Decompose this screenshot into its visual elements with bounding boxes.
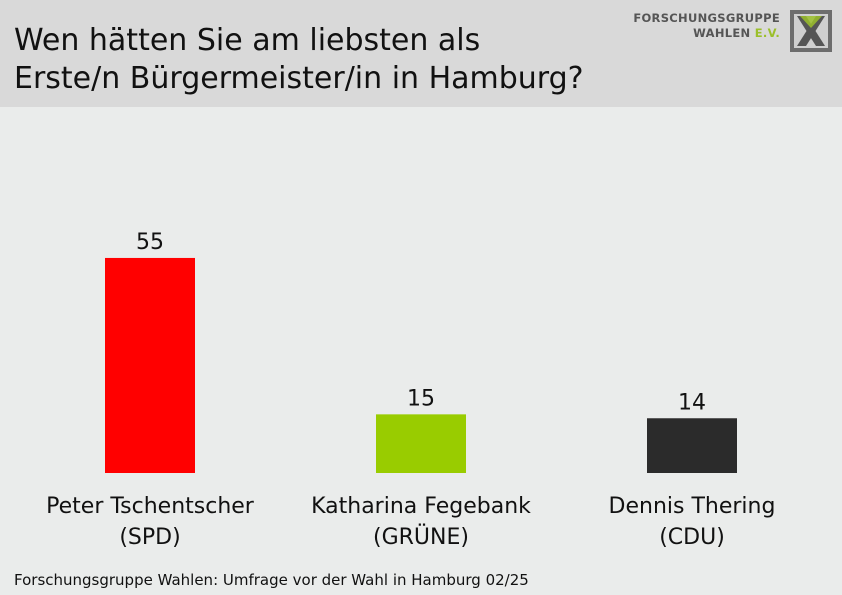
logo-line-1: FORSCHUNGSGRUPPE <box>633 11 780 25</box>
bar-0 <box>105 257 195 473</box>
bars-group: 55 Peter Tschentscher (SPD) 15 Katharina Feg… <box>46 230 775 550</box>
logo-line-2a: WAHLEN <box>693 26 751 40</box>
value-label-2: 14 <box>678 390 706 415</box>
forschungsgruppe-logo: FORSCHUNGSGRUPPE WAHLEN E.V. <box>633 8 834 56</box>
title-line-1: Wen hätten Sie am liebsten als <box>14 23 481 58</box>
category-label-1-line-0: Katharina Fegebank <box>311 494 531 519</box>
category-label-0-line-0: Peter Tschentscher <box>46 494 255 519</box>
value-label-0: 55 <box>136 230 164 255</box>
source-note: Forschungsgruppe Wahlen: Umfrage vor der… <box>14 571 529 589</box>
category-label-2-line-0: Dennis Thering <box>609 494 776 519</box>
logo-text: FORSCHUNGSGRUPPE WAHLEN E.V. <box>633 11 780 41</box>
category-label-1-line-1: (GRÜNE) <box>373 524 469 550</box>
chart-title: Wen hätten Sie am liebsten als Erste/n B… <box>14 22 584 98</box>
bar-2 <box>647 418 737 473</box>
title-line-2: Erste/n Bürgermeister/in in Hamburg? <box>14 61 584 96</box>
value-label-1: 15 <box>407 386 435 411</box>
logo-x-icon <box>790 10 832 52</box>
bar-1 <box>376 414 466 473</box>
category-label-0-line-1: (SPD) <box>119 525 180 550</box>
header-band: Wen hätten Sie am liebsten als Erste/n B… <box>0 0 842 107</box>
bar-chart: 55 Peter Tschentscher (SPD) 15 Katharina Feg… <box>46 230 775 550</box>
logo-line-2b: E.V. <box>754 26 780 40</box>
category-label-2-line-1: (CDU) <box>659 525 725 550</box>
